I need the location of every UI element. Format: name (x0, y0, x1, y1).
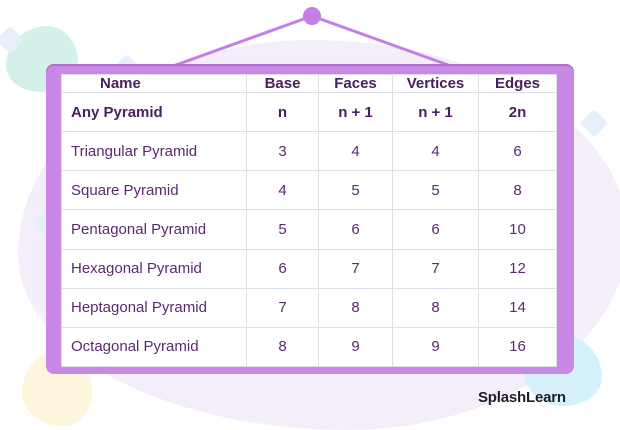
cell-name: Hexagonal Pyramid (61, 248, 247, 289)
cell-vertices: 8 (392, 287, 479, 328)
table-row: Square Pyramid 4 5 5 8 (61, 170, 557, 211)
cell-faces: 4 (318, 131, 393, 172)
cell-edges: 6 (478, 131, 557, 172)
cell-edges: 12 (478, 248, 557, 289)
pyramid-table: Name Base Faces Vertices Edges Any Pyram… (61, 74, 557, 368)
cell-base: 4 (246, 170, 319, 211)
pin-icon (303, 7, 321, 25)
cell-edges: 2n (478, 91, 557, 133)
cell-faces: 8 (318, 287, 393, 328)
splashlearn-logo: SplashLearn (478, 389, 566, 406)
cell-vertices: 9 (392, 326, 479, 368)
cell-base: 3 (246, 131, 319, 172)
cell-vertices: 7 (392, 248, 479, 289)
cell-name: Triangular Pyramid (61, 131, 247, 172)
header-faces: Faces (318, 74, 393, 93)
cell-vertices: n + 1 (392, 91, 479, 133)
table-header-row: Name Base Faces Vertices Edges (61, 74, 557, 93)
cell-faces: n + 1 (318, 91, 393, 133)
cell-edges: 10 (478, 209, 557, 250)
cell-base: 5 (246, 209, 319, 250)
cell-name: Octagonal Pyramid (61, 326, 247, 368)
cell-base: n (246, 91, 319, 133)
table-row: Hexagonal Pyramid 6 7 7 12 (61, 248, 557, 289)
cell-faces: 9 (318, 326, 393, 368)
string-right (311, 14, 463, 72)
table-row: Triangular Pyramid 3 4 4 6 (61, 131, 557, 172)
table-row: Heptagonal Pyramid 7 8 8 14 (61, 287, 557, 328)
diamond-decoration (579, 108, 609, 138)
cell-faces: 6 (318, 209, 393, 250)
table-row: Octagonal Pyramid 8 9 9 16 (61, 326, 557, 368)
header-edges: Edges (478, 74, 557, 93)
cell-base: 7 (246, 287, 319, 328)
cell-faces: 5 (318, 170, 393, 211)
cell-faces: 7 (318, 248, 393, 289)
cell-vertices: 5 (392, 170, 479, 211)
string-left (161, 14, 313, 72)
cell-name: Any Pyramid (61, 91, 247, 133)
cell-name: Pentagonal Pyramid (61, 209, 247, 250)
cell-edges: 14 (478, 287, 557, 328)
cell-name: Square Pyramid (61, 170, 247, 211)
board-frame: Name Base Faces Vertices Edges Any Pyram… (46, 64, 574, 374)
cell-vertices: 6 (392, 209, 479, 250)
cell-edges: 16 (478, 326, 557, 368)
header-name: Name (61, 74, 247, 93)
header-vertices: Vertices (392, 74, 479, 93)
cell-vertices: 4 (392, 131, 479, 172)
cell-base: 6 (246, 248, 319, 289)
table-row: Any Pyramid n n + 1 n + 1 2n (61, 91, 557, 133)
cell-edges: 8 (478, 170, 557, 211)
cell-name: Heptagonal Pyramid (61, 287, 247, 328)
cell-base: 8 (246, 326, 319, 368)
table-row: Pentagonal Pyramid 5 6 6 10 (61, 209, 557, 250)
hanging-string (161, 7, 463, 72)
board-surface: Name Base Faces Vertices Edges Any Pyram… (61, 74, 557, 368)
header-base: Base (246, 74, 319, 93)
